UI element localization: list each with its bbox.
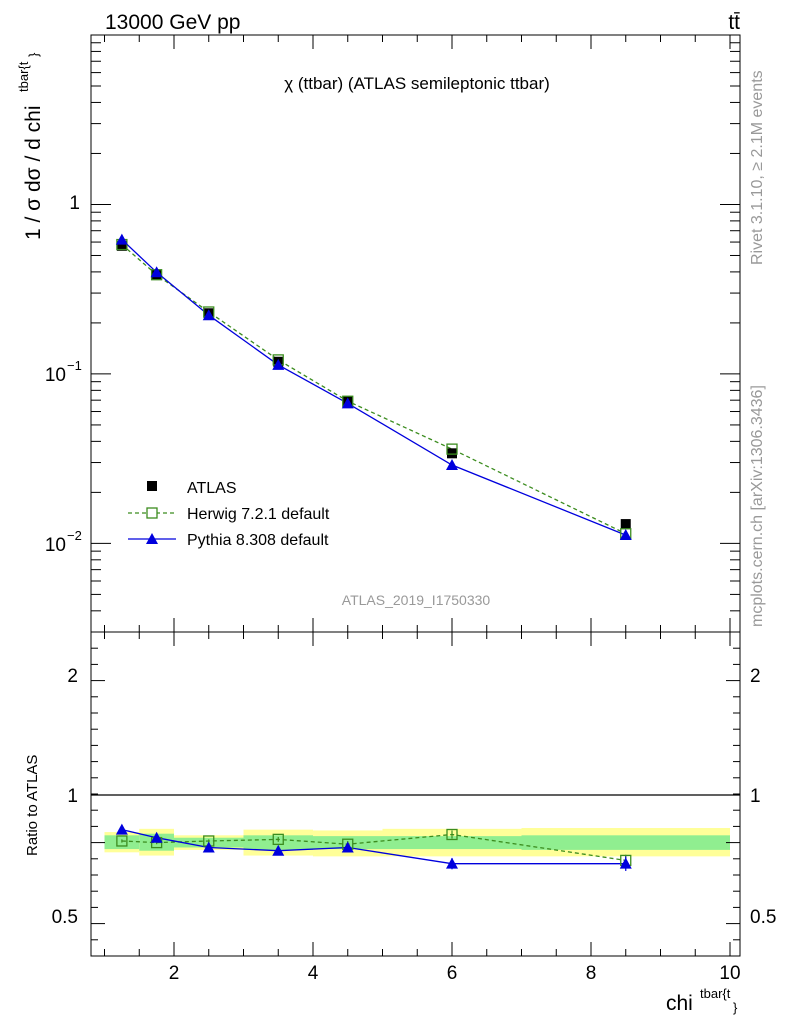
ratio-y-tick-right-0.5: 0.5 bbox=[750, 907, 776, 928]
data-point-pythia bbox=[202, 309, 215, 321]
data-point-pythia bbox=[619, 529, 632, 541]
ratio-frame bbox=[90, 631, 741, 957]
mcplots-label: mcplots.cern.ch [arXiv:1306.3436] bbox=[749, 385, 766, 627]
data-point-pythia bbox=[446, 459, 458, 471]
ratio-point-pythia bbox=[272, 844, 285, 856]
main-axis-ticks bbox=[91, 35, 740, 633]
ratio-y-tick-1: 1 bbox=[67, 786, 78, 807]
ratio-point-pythia bbox=[619, 857, 632, 869]
x-tick-2: 2 bbox=[169, 963, 180, 984]
ratio-y-tick-0.5: 0.5 bbox=[52, 907, 78, 928]
main-y-axis-title: 1 / σ dσ / d chi tbar{t } bbox=[16, 52, 45, 240]
main-y-axis-title-main: 1 / σ dσ / d chi bbox=[22, 106, 45, 240]
data-point-atlas bbox=[620, 519, 631, 530]
ratio-band-inner bbox=[521, 835, 730, 850]
y-tick-label-0.01: 10 bbox=[45, 535, 66, 556]
main-y-axis-title-sup: tbar{t bbox=[16, 61, 31, 92]
legend-label-atlas: ATLAS bbox=[187, 480, 237, 497]
rivet-label: Rivet 3.1.10, ≥ 2.1M events bbox=[749, 70, 766, 265]
y-tick-label-1: 1 bbox=[69, 193, 80, 214]
data-point-atlas bbox=[116, 240, 127, 251]
main-panel: χ (ttbar) (ATLAS semileptonic ttbar) ATL… bbox=[16, 34, 741, 633]
x-axis-title: chi tbar{t } bbox=[666, 986, 738, 1015]
ratio-x-tick-labels: 2 4 6 8 10 bbox=[169, 963, 741, 984]
watermark: ATLAS_2019_I1750330 bbox=[342, 592, 491, 608]
x-tick-10: 10 bbox=[719, 963, 740, 984]
y-tick-label-0.01-exp: −2 bbox=[67, 528, 82, 543]
data-point-pythia bbox=[150, 266, 163, 278]
x-tick-6: 6 bbox=[447, 963, 458, 984]
ratio-point-herwig bbox=[446, 828, 458, 841]
main-title: χ (ttbar) (ATLAS semileptonic ttbar) bbox=[284, 74, 550, 93]
energy-label: 13000 GeV pp bbox=[105, 11, 240, 34]
ratio-point-pythia bbox=[202, 841, 215, 853]
ratio-panel: 2 1 0.5 2 1 0.5 Ratio to ATLAS 2 4 6 8 1… bbox=[24, 631, 776, 1015]
ratio-y-tick-right-2: 2 bbox=[750, 666, 761, 687]
legend-label-pythia: Pythia 8.308 default bbox=[187, 532, 329, 549]
ratio-y-tick-2: 2 bbox=[67, 666, 78, 687]
data-point-atlas bbox=[447, 448, 457, 459]
ratio-uncertainty-bands bbox=[104, 828, 730, 857]
legend: ATLAS Herwig 7.2.1 default Pythia 8.308 … bbox=[128, 480, 330, 549]
data-point-pythia bbox=[341, 397, 354, 409]
ratio-point-pythia bbox=[446, 857, 458, 869]
ratio-axis-ticks bbox=[91, 632, 740, 956]
main-y-axis-title-brace: } bbox=[26, 52, 41, 57]
ratio-point-herwig bbox=[116, 835, 128, 847]
ratio-point-pythia bbox=[115, 823, 128, 835]
legend-label-herwig: Herwig 7.2.1 default bbox=[187, 506, 330, 523]
ratio-y-tick-labels-left: 2 1 0.5 bbox=[52, 666, 78, 928]
ratio-y-tick-labels-right: 2 1 0.5 bbox=[750, 666, 776, 928]
ratio-point-pythia bbox=[341, 841, 354, 853]
data-point-pythia bbox=[272, 358, 285, 370]
x-tick-8: 8 bbox=[586, 963, 597, 984]
ratio-y-axis-title: Ratio to ATLAS bbox=[24, 755, 41, 856]
legend-marker-herwig bbox=[146, 507, 158, 519]
main-y-tick-labels: 1 10 −1 10 −2 bbox=[45, 193, 82, 556]
ratio-band-inner bbox=[243, 835, 313, 850]
ratio-point-herwig bbox=[272, 833, 284, 846]
y-tick-label-0.1-exp: −1 bbox=[67, 358, 82, 373]
x-axis-title-brace: } bbox=[733, 1000, 738, 1015]
data-point-herwig bbox=[446, 443, 458, 455]
x-tick-4: 4 bbox=[308, 963, 319, 984]
legend-marker-pythia bbox=[146, 533, 158, 544]
x-axis-title-sup: tbar{t bbox=[700, 986, 731, 1001]
main-series-markers bbox=[115, 233, 632, 541]
y-tick-label-0.1: 10 bbox=[45, 365, 66, 386]
x-axis-title-main: chi bbox=[666, 992, 693, 1015]
legend-marker-atlas bbox=[147, 481, 157, 491]
ratio-point-pythia bbox=[150, 831, 163, 843]
ratio-y-tick-right-1: 1 bbox=[750, 786, 761, 807]
ratio-series-markers bbox=[115, 823, 632, 871]
data-point-pythia bbox=[115, 233, 128, 245]
process-label: tt̄ bbox=[728, 11, 740, 34]
